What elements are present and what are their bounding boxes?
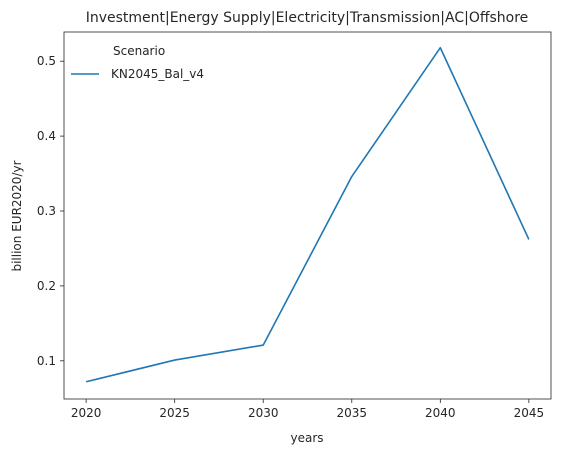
y-axis: 0.1 0.2 0.3 0.4 0.5 [37, 54, 64, 368]
legend: Scenario KN2045_Bal_v4 [71, 44, 204, 81]
x-tick-label: 2045 [514, 406, 545, 420]
legend-title: Scenario [113, 44, 165, 58]
y-tick-label: 0.4 [37, 129, 56, 143]
x-tick-label: 2030 [248, 406, 279, 420]
x-axis-label: years [290, 431, 323, 445]
x-tick-label: 2025 [159, 406, 190, 420]
chart-title: Investment|Energy Supply|Electricity|Tra… [86, 10, 529, 26]
x-tick-label: 2020 [71, 406, 102, 420]
x-axis: 2020 2025 2030 2035 2040 2045 [71, 399, 544, 420]
series-line-0 [85, 46, 530, 383]
y-tick-label: 0.3 [37, 204, 56, 218]
x-tick-label: 2035 [336, 406, 367, 420]
y-tick-label: 0.1 [37, 354, 56, 368]
y-axis-label: billion EUR2020/yr [10, 160, 24, 271]
legend-entry-label: KN2045_Bal_v4 [111, 67, 204, 81]
y-tick-label: 0.2 [37, 279, 56, 293]
y-tick-label: 0.5 [37, 54, 56, 68]
x-tick-label: 2040 [425, 406, 456, 420]
plot-area [63, 31, 552, 400]
series-layer [85, 46, 530, 383]
